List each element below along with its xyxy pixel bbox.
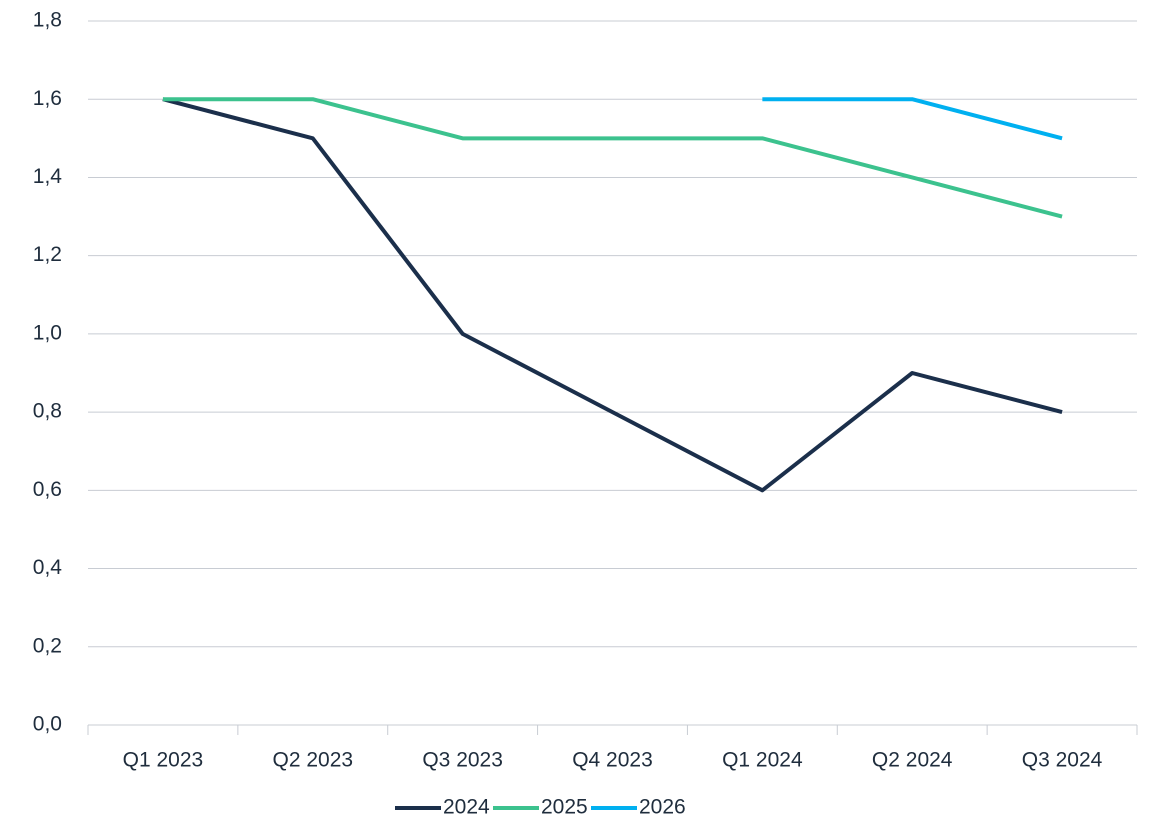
x-tick-label: Q3 2024 bbox=[1022, 749, 1103, 772]
y-tick-label: 1,8 bbox=[33, 9, 62, 32]
x-tick-label: Q1 2024 bbox=[722, 749, 803, 772]
legend-label: 2025 bbox=[541, 796, 588, 819]
series-line bbox=[162, 97, 1063, 219]
y-tick-label: 1,6 bbox=[33, 87, 62, 110]
y-tick-label: 1,4 bbox=[33, 165, 63, 188]
series-line bbox=[162, 97, 1063, 493]
y-tick-label: 1,0 bbox=[33, 321, 62, 344]
y-tick-label: 1,2 bbox=[33, 243, 62, 266]
x-tick-label: Q1 2023 bbox=[123, 749, 204, 772]
x-tick-label: Q4 2023 bbox=[572, 749, 653, 772]
y-tick-label: 0,8 bbox=[33, 400, 62, 423]
x-tick-label: Q3 2023 bbox=[422, 749, 503, 772]
x-tick-label: Q2 2023 bbox=[272, 749, 353, 772]
legend-label: 2026 bbox=[639, 796, 686, 819]
y-tick-label: 0,2 bbox=[33, 634, 62, 657]
legend-label: 2024 bbox=[443, 796, 490, 819]
x-tick-label: Q2 2024 bbox=[872, 749, 953, 772]
series-line bbox=[762, 97, 1063, 141]
y-tick-label: 0,0 bbox=[33, 713, 62, 736]
y-tick-label: 0,4 bbox=[33, 556, 63, 579]
y-tick-label: 0,6 bbox=[33, 478, 62, 501]
